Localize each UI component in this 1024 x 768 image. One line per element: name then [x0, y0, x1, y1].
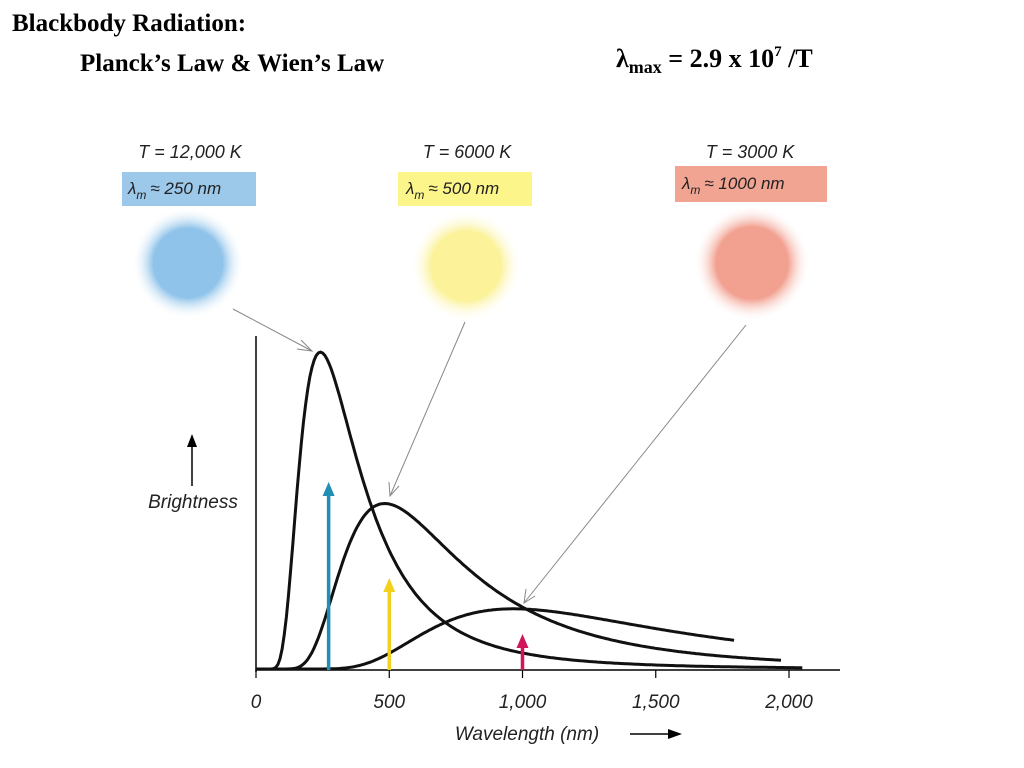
lambda-box-cool — [675, 166, 827, 202]
lambda-symbol-sun: λ — [405, 179, 414, 198]
peak-arrow-icon — [322, 482, 335, 496]
slide-title-line2: Planck’s Law & Wien’s Law — [80, 50, 385, 77]
lambda-value-sun: ≈ 500 nm — [428, 179, 499, 198]
formula-exponent: 7 — [774, 44, 782, 60]
temp-label-3000: T = 3000 K — [706, 142, 796, 162]
planck-curves — [256, 350, 803, 671]
formula-middle: = 2.9 x 10 — [661, 44, 775, 73]
x-tick-label: 2,000 — [764, 692, 813, 713]
lambda-value-cool: ≈ 1000 nm — [704, 174, 784, 193]
temp-label-6000: T = 6000 K — [423, 142, 513, 162]
star-yellow-icon — [410, 210, 522, 322]
lambda-box-sun — [398, 172, 532, 206]
slide-title-line1: Blackbody Radiation: — [12, 10, 247, 37]
planck-curve-12000k — [256, 350, 803, 671]
pointer-line-hot — [232, 308, 313, 352]
star-pointer-lines — [232, 308, 747, 605]
lambda-symbol-hot: λ — [127, 179, 136, 198]
star-panel-cool: T = 3000 K λm ≈ 1000 nm — [675, 142, 827, 321]
lambda-sub-cool: m — [690, 183, 700, 197]
lambda-value-hot: ≈ 250 nm — [150, 179, 221, 198]
pointer-head-sun — [388, 481, 400, 498]
wien-formula: λmax = 2.9 x 107 /T — [616, 44, 813, 78]
lambda-symbol-cool: λ — [681, 174, 690, 193]
x-tick-label: 1,500 — [632, 692, 680, 713]
planck-curve-3000k — [256, 607, 735, 671]
pointer-head-cool — [523, 588, 536, 605]
lambda-sub-sun: m — [414, 188, 424, 202]
formula-tail: /T — [781, 44, 813, 73]
x-axis-label: Wavelength (nm) — [455, 724, 599, 745]
pointer-head-hot — [296, 339, 314, 352]
x-axis-label-group: Wavelength (nm) — [455, 724, 682, 745]
peak-arrow-icon — [383, 578, 396, 592]
lambda-box-hot — [122, 172, 256, 206]
star-panel-hot: T = 12,000 K λm ≈ 250 nm — [122, 142, 256, 319]
peak-wavelength-arrows — [322, 482, 529, 670]
temp-label-12000: T = 12,000 K — [138, 142, 243, 162]
wavelength-arrow-icon — [668, 729, 682, 739]
lambda-sub-hot: m — [136, 188, 146, 202]
planck-curve-6000k — [256, 501, 782, 671]
star-panel-sun: T = 6000 K λm ≈ 500 nm — [398, 142, 532, 322]
formula-lambda: λ — [616, 44, 629, 73]
y-axis-label: Brightness — [148, 492, 238, 513]
y-axis-label-group: Brightness — [148, 434, 238, 513]
peak-arrow-icon — [516, 634, 529, 648]
lambda-label-hot: λm ≈ 250 nm — [127, 179, 221, 202]
star-red-icon — [694, 205, 810, 321]
brightness-arrow-icon — [187, 434, 197, 447]
pointer-line-sun — [389, 321, 466, 497]
x-axis-ticks: 0 500 1,000 1,500 2,000 — [251, 670, 813, 713]
x-tick-label: 500 — [373, 692, 405, 713]
lambda-label-cool: λm ≈ 1000 nm — [681, 174, 785, 197]
lambda-label-sun: λm ≈ 500 nm — [405, 179, 499, 202]
star-blue-icon — [132, 207, 244, 319]
x-tick-label: 1,000 — [499, 692, 547, 713]
formula-subscript: max — [628, 57, 662, 77]
pointer-line-cool — [523, 324, 747, 604]
x-tick-label: 0 — [251, 692, 262, 713]
